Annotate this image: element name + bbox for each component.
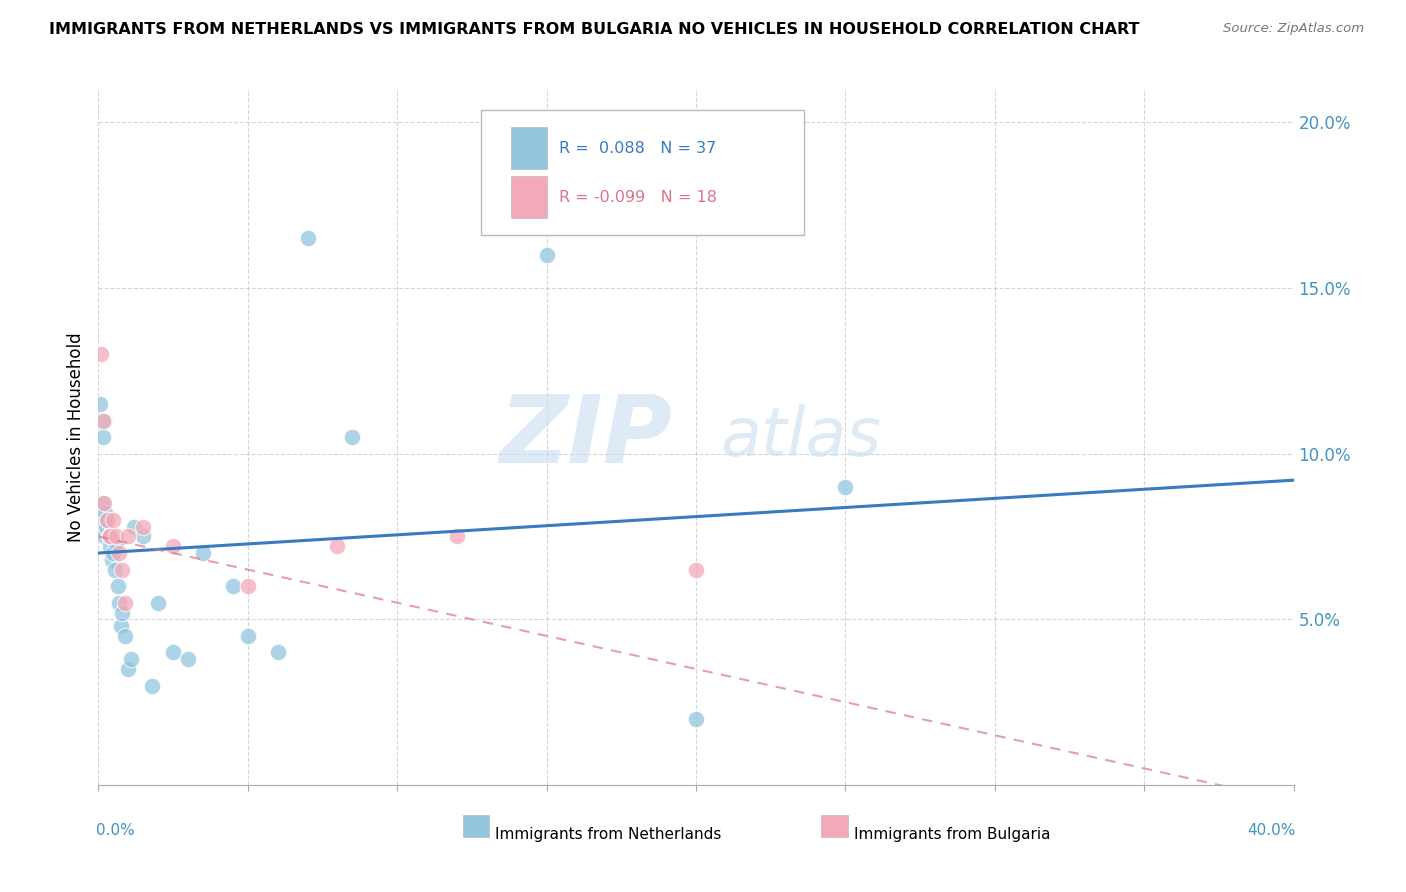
- Text: Immigrants from Netherlands: Immigrants from Netherlands: [495, 827, 721, 842]
- Point: [342, 430, 364, 444]
- Point: [177, 652, 200, 666]
- Point: [117, 662, 139, 676]
- FancyBboxPatch shape: [463, 815, 489, 837]
- Point: [111, 563, 134, 577]
- Point: [162, 540, 184, 554]
- Point: [97, 529, 120, 543]
- Point: [105, 529, 128, 543]
- Point: [148, 596, 170, 610]
- Point: [94, 519, 117, 533]
- Point: [91, 496, 114, 510]
- Point: [141, 679, 163, 693]
- Point: [108, 596, 131, 610]
- Point: [236, 629, 259, 643]
- Point: [222, 579, 245, 593]
- Point: [114, 629, 136, 643]
- Point: [93, 529, 115, 543]
- FancyBboxPatch shape: [481, 110, 804, 235]
- Point: [107, 579, 129, 593]
- Point: [91, 430, 114, 444]
- Text: ZIP: ZIP: [499, 391, 672, 483]
- Point: [111, 606, 134, 620]
- Point: [104, 563, 127, 577]
- Point: [120, 652, 142, 666]
- Point: [236, 579, 259, 593]
- Point: [267, 645, 290, 659]
- Point: [162, 645, 184, 659]
- Point: [132, 519, 155, 533]
- Point: [117, 529, 139, 543]
- Point: [97, 529, 120, 543]
- Point: [124, 519, 146, 533]
- Point: [114, 596, 136, 610]
- Point: [191, 546, 214, 560]
- Point: [446, 529, 468, 543]
- Point: [685, 712, 707, 726]
- Point: [103, 513, 125, 527]
- Point: [96, 513, 118, 527]
- Point: [132, 529, 155, 543]
- Text: Source: ZipAtlas.com: Source: ZipAtlas.com: [1223, 22, 1364, 36]
- Point: [91, 413, 114, 427]
- Point: [685, 563, 707, 577]
- Y-axis label: No Vehicles in Household: No Vehicles in Household: [66, 332, 84, 542]
- FancyBboxPatch shape: [510, 177, 547, 218]
- Point: [101, 552, 124, 566]
- Point: [90, 513, 112, 527]
- Point: [93, 496, 115, 510]
- Point: [94, 506, 117, 520]
- Point: [89, 397, 111, 411]
- Point: [103, 546, 125, 560]
- Text: R =  0.088   N = 37: R = 0.088 N = 37: [558, 141, 716, 156]
- Point: [105, 536, 128, 550]
- Point: [536, 248, 558, 262]
- Point: [96, 513, 118, 527]
- Text: atlas: atlas: [720, 404, 882, 470]
- Point: [326, 540, 349, 554]
- Point: [98, 540, 122, 554]
- Point: [98, 529, 122, 543]
- Text: 0.0%: 0.0%: [96, 823, 135, 838]
- Text: R = -0.099   N = 18: R = -0.099 N = 18: [558, 189, 717, 204]
- Text: 40.0%: 40.0%: [1247, 823, 1296, 838]
- Point: [110, 619, 132, 633]
- Text: Immigrants from Bulgaria: Immigrants from Bulgaria: [853, 827, 1050, 842]
- Point: [108, 546, 131, 560]
- FancyBboxPatch shape: [821, 815, 848, 837]
- Point: [90, 347, 112, 361]
- Point: [297, 231, 319, 245]
- Point: [93, 413, 115, 427]
- FancyBboxPatch shape: [510, 128, 547, 169]
- Text: IMMIGRANTS FROM NETHERLANDS VS IMMIGRANTS FROM BULGARIA NO VEHICLES IN HOUSEHOLD: IMMIGRANTS FROM NETHERLANDS VS IMMIGRANT…: [49, 22, 1140, 37]
- Point: [834, 480, 856, 494]
